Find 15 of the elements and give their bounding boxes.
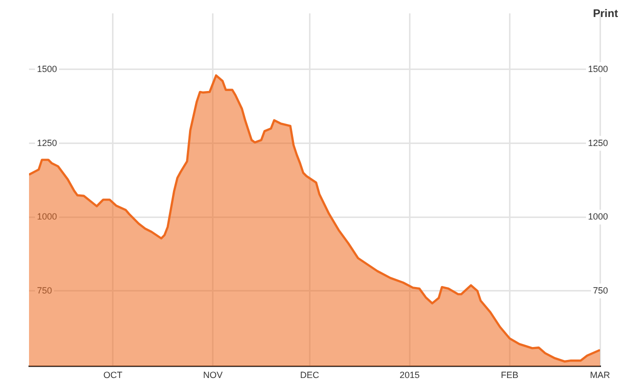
y2-tick-label: 1500: [588, 64, 608, 74]
y-tick-label: 1250: [37, 138, 58, 148]
x-tick-label: FEB: [500, 370, 518, 380]
x-tick-label: OCT: [103, 370, 123, 380]
annotation: Print: [592, 8, 618, 20]
x-tick-label: MAR: [590, 370, 610, 380]
x-tick-label: 2015: [400, 370, 420, 380]
x-tick-label: DEC: [300, 370, 320, 380]
x-tick-label: NOV: [203, 370, 223, 380]
y-tick-label: 750: [37, 285, 52, 296]
y2-tick-label: 750: [592, 285, 608, 296]
y2-tick-label: 1000: [588, 212, 608, 222]
y2-tick-label: 1250: [588, 138, 608, 148]
y-tick-label: 1000: [37, 212, 58, 222]
y-tick-label: 1500: [37, 64, 58, 74]
